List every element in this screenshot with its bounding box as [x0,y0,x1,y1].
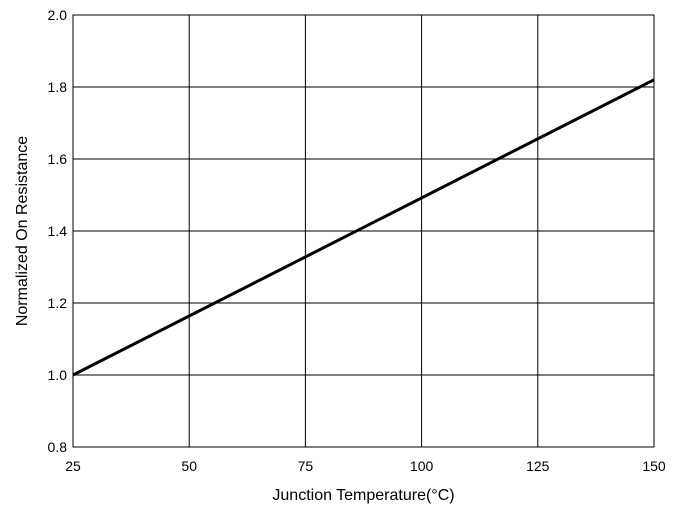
grid [73,15,654,447]
y-tick-label: 1.0 [48,367,68,383]
x-tick-label: 75 [298,458,314,474]
y-tick-label: 1.6 [48,151,68,167]
y-tick-label: 1.2 [48,295,68,311]
y-tick-label: 1.4 [48,223,68,239]
x-tick-label: 25 [65,458,81,474]
series-line [72,78,655,377]
series-layer [72,78,655,377]
x-axis-label: Junction Temperature(°C) [272,487,454,504]
y-tick-label: 0.8 [48,439,68,455]
y-tick-label: 2.0 [48,7,68,23]
x-tick-label: 100 [410,458,434,474]
x-tick-label: 150 [642,458,666,474]
y-axis-label: Normalized On Resistance [14,136,31,326]
plot-frame [72,14,655,448]
y-tick-label: 1.8 [48,79,68,95]
y-tick-labels: 0.8 1.0 1.2 1.4 1.6 1.8 2.0 [48,7,68,455]
x-tick-label: 50 [181,458,197,474]
x-tick-label: 125 [526,458,550,474]
x-tick-labels: 25 50 75 100 125 150 [65,458,666,474]
